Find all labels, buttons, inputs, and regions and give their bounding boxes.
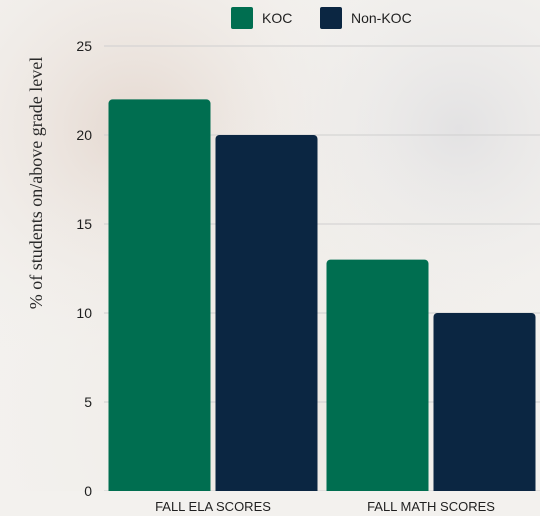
- bar-koc-0: [108, 99, 211, 496]
- x-category-label: FALL ELA SCORES: [155, 499, 271, 514]
- baseline-mask: [0, 491, 540, 516]
- y-axis-label: % of students on/above grade level: [26, 57, 46, 309]
- legend-swatch: [320, 7, 342, 29]
- x-axis-categories: FALL ELA SCORES FALL MATH SCORES: [155, 499, 495, 514]
- legend-swatch: [231, 7, 253, 29]
- bar-non-koc-1: [433, 313, 536, 495]
- y-tick-label: 5: [84, 394, 92, 410]
- y-tick-label: 15: [76, 216, 92, 232]
- legend: KOC Non-KOC: [231, 7, 412, 29]
- legend-label: Non-KOC: [351, 10, 412, 26]
- y-tick-label: 0: [84, 483, 92, 499]
- bars: [0, 99, 540, 516]
- y-tick-label: 25: [76, 38, 92, 54]
- x-category-label: FALL MATH SCORES: [367, 499, 495, 514]
- y-tick-label: 20: [76, 127, 92, 143]
- bar-non-koc-0: [215, 135, 318, 495]
- y-tick-label: 10: [76, 305, 92, 321]
- y-axis-ticks: 0 5 10 15 20 25: [76, 38, 92, 499]
- legend-label: KOC: [262, 10, 292, 26]
- bar-koc-1: [326, 259, 429, 495]
